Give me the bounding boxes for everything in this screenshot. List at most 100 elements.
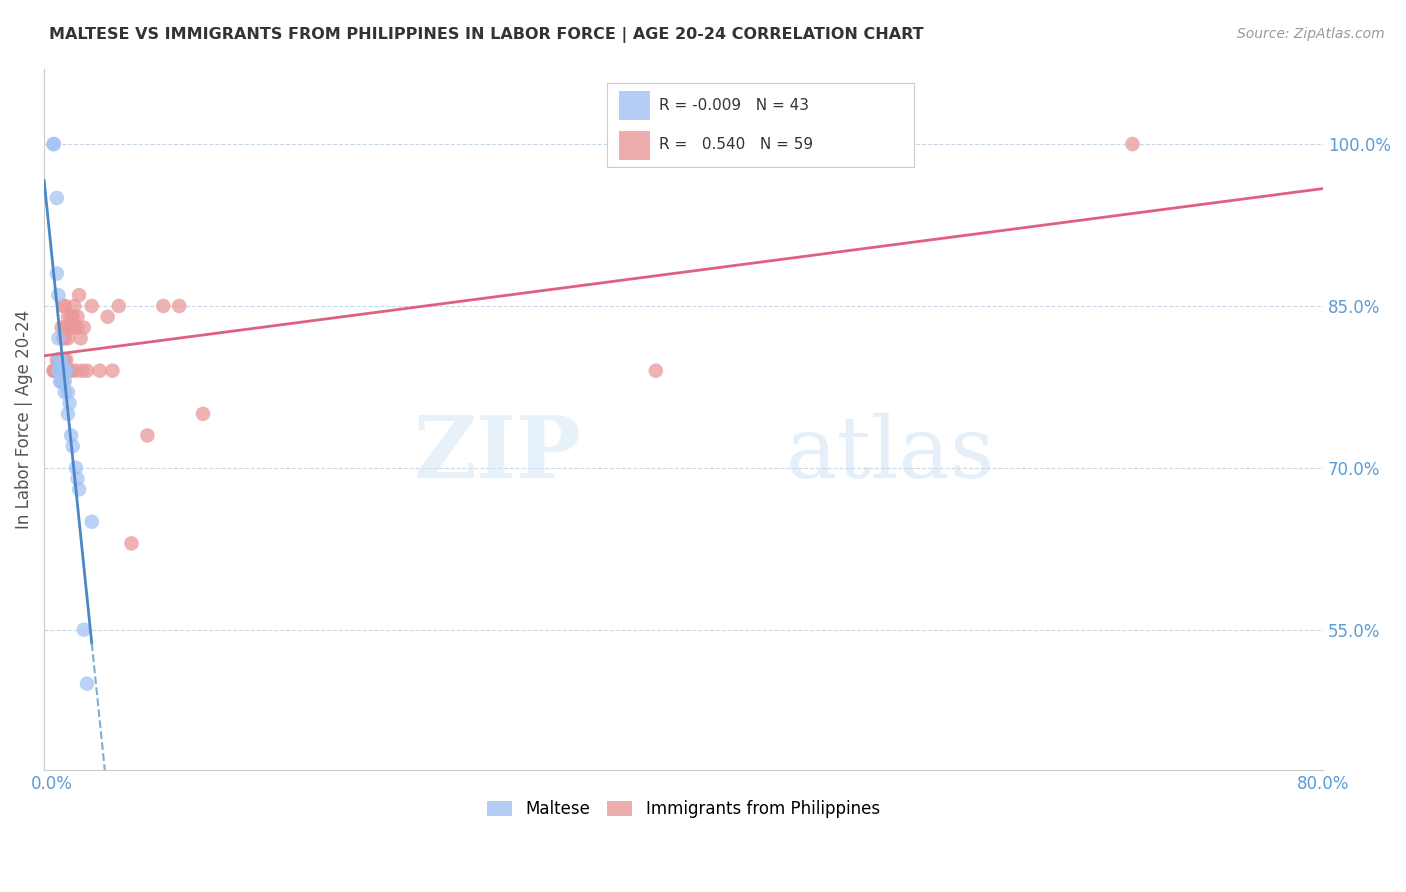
Point <box>52 352 75 367</box>
Point <box>80 515 103 529</box>
Point <box>121 536 143 550</box>
Point <box>51 352 73 367</box>
Point <box>58 364 80 378</box>
Point <box>70 364 93 378</box>
Point <box>49 364 72 378</box>
Point <box>44 364 66 378</box>
Point <box>53 364 76 378</box>
Point <box>52 364 75 378</box>
Point <box>53 320 76 334</box>
Y-axis label: In Labor Force | Age 20-24: In Labor Force | Age 20-24 <box>15 310 32 529</box>
Point <box>66 472 89 486</box>
Point <box>60 428 83 442</box>
Point <box>60 364 83 378</box>
Point <box>60 310 83 324</box>
Point <box>152 299 174 313</box>
Point <box>51 364 73 378</box>
Point <box>53 364 76 378</box>
Point <box>53 385 76 400</box>
Point <box>51 364 73 378</box>
Point <box>51 375 73 389</box>
Point <box>66 310 89 324</box>
Point <box>49 364 72 378</box>
Point <box>89 364 111 378</box>
Text: MALTESE VS IMMIGRANTS FROM PHILIPPINES IN LABOR FORCE | AGE 20-24 CORRELATION CH: MALTESE VS IMMIGRANTS FROM PHILIPPINES I… <box>49 27 924 43</box>
Point <box>44 364 66 378</box>
Point <box>62 310 84 324</box>
Point <box>58 396 80 410</box>
Point <box>48 364 70 378</box>
Point <box>56 310 79 324</box>
Point <box>56 407 79 421</box>
Point <box>42 137 65 152</box>
Point <box>51 364 73 378</box>
Point <box>63 299 86 313</box>
Point <box>56 385 79 400</box>
Point <box>65 320 87 334</box>
Point <box>49 364 72 378</box>
Point <box>51 320 73 334</box>
Point <box>42 364 65 378</box>
Point <box>53 299 76 313</box>
Point <box>51 375 73 389</box>
Point <box>1121 137 1143 152</box>
Point <box>52 364 75 378</box>
Point <box>49 364 72 378</box>
Point <box>45 364 67 378</box>
Point <box>42 137 65 152</box>
Point <box>55 352 77 367</box>
Point <box>48 352 70 367</box>
Point <box>58 320 80 334</box>
Point <box>107 299 129 313</box>
Point <box>45 267 67 281</box>
Point <box>56 320 79 334</box>
Point <box>73 623 96 637</box>
Text: atlas: atlas <box>786 413 995 496</box>
Point <box>52 375 75 389</box>
Point <box>53 375 76 389</box>
Point <box>62 439 84 453</box>
Point <box>51 364 73 378</box>
Point <box>48 288 70 302</box>
Point <box>67 483 90 497</box>
Point <box>48 364 70 378</box>
Point <box>53 331 76 345</box>
Point <box>56 331 79 345</box>
Point <box>48 364 70 378</box>
Point <box>65 460 87 475</box>
Point <box>52 364 75 378</box>
Point <box>49 352 72 367</box>
Point <box>51 364 73 378</box>
Point <box>48 352 70 367</box>
Point <box>76 364 98 378</box>
Text: ZIP: ZIP <box>413 412 581 496</box>
Point <box>49 364 72 378</box>
Point <box>42 364 65 378</box>
Point <box>52 331 75 345</box>
Point <box>167 299 190 313</box>
Point <box>55 320 77 334</box>
Point <box>51 352 73 367</box>
Point <box>97 310 120 324</box>
Point <box>48 364 70 378</box>
Point <box>69 331 91 345</box>
Point <box>48 352 70 367</box>
Point <box>644 364 666 378</box>
Point <box>73 320 96 334</box>
Point <box>52 364 75 378</box>
Point <box>66 320 89 334</box>
Point <box>52 299 75 313</box>
Point <box>55 364 77 378</box>
Point <box>45 191 67 205</box>
Point <box>101 364 124 378</box>
Point <box>136 428 159 442</box>
Point <box>49 375 72 389</box>
Point <box>65 364 87 378</box>
Point <box>52 352 75 367</box>
Point <box>48 331 70 345</box>
Point <box>53 352 76 367</box>
Legend: Maltese, Immigrants from Philippines: Maltese, Immigrants from Philippines <box>481 794 886 825</box>
Point <box>67 288 90 302</box>
Point <box>45 352 67 367</box>
Point <box>191 407 214 421</box>
